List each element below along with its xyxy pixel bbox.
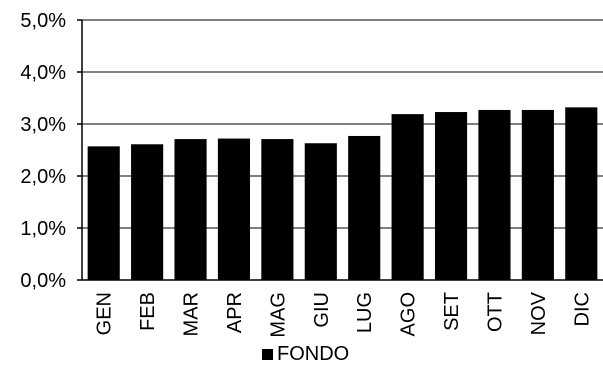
bar-giu — [304, 143, 337, 280]
y-tick-label: 0,0% — [20, 270, 66, 292]
legend-swatch — [262, 349, 273, 360]
x-tick-label: GEN — [94, 292, 116, 335]
bar-nov — [521, 109, 554, 281]
bars — [87, 107, 598, 281]
y-tick-label: 2,0% — [20, 166, 66, 188]
bar-set — [434, 112, 468, 280]
legend-label: FONDO — [277, 343, 349, 365]
y-tick-label: 4,0% — [20, 62, 66, 84]
bar-gen — [87, 146, 120, 280]
x-tick-label: GIU — [311, 292, 333, 328]
x-tick-label: LUG — [354, 292, 376, 333]
bar-lug — [348, 135, 381, 280]
y-tick-labels: 0,0% 1,0% 2,0% 3,0% 4,0% 5,0% — [20, 10, 66, 292]
gridlines — [77, 19, 603, 281]
y-tick-label: 3,0% — [20, 114, 66, 136]
bar-apr — [217, 138, 251, 280]
bar-ott — [478, 109, 511, 281]
bar-mag — [261, 139, 294, 280]
bar-dic — [565, 107, 598, 280]
x-tick-label: APR — [224, 292, 246, 333]
x-tick-label: NOV — [528, 291, 550, 335]
bar-feb — [131, 144, 164, 280]
x-tick-label: AGO — [398, 292, 420, 336]
x-tick-label: MAG — [267, 292, 289, 338]
y-tick-label: 1,0% — [20, 218, 66, 240]
x-tick-label: DIC — [571, 292, 593, 326]
x-tick-label: OTT — [484, 292, 506, 332]
bar-ago — [391, 114, 424, 281]
y-tick-label: 5,0% — [20, 10, 66, 32]
x-tick-label: SET — [441, 292, 463, 331]
x-tick-labels: GEN FEB MAR APR MAG GIU LUG AGO SET OTT NOV DIC — [94, 291, 594, 337]
legend: FONDO — [262, 343, 349, 365]
x-tick-label: MAR — [181, 292, 203, 336]
x-tick-label: FEB — [137, 292, 159, 331]
bar-mar — [174, 139, 207, 280]
